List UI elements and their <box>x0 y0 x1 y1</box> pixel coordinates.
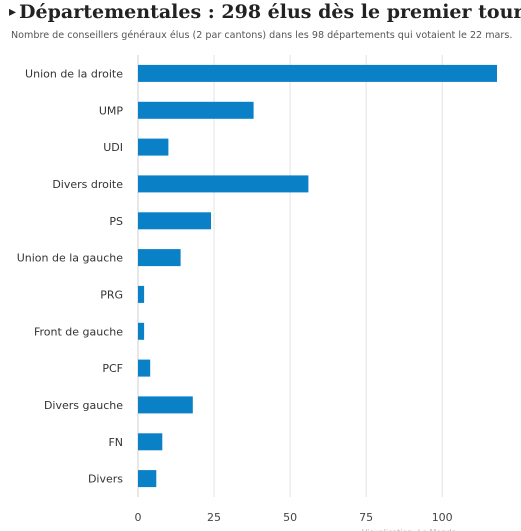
category-label: PS <box>109 215 123 228</box>
chart-title-text: Départementales : 298 élus dès le premie… <box>19 1 521 23</box>
category-label: UMP <box>99 104 124 117</box>
x-tick-label: 50 <box>283 511 297 524</box>
footer-credit: Visualisation: Le Monde <box>362 528 456 531</box>
category-label: Divers gauche <box>44 399 123 412</box>
category-label: PCF <box>102 362 123 375</box>
x-tick-label: 75 <box>359 511 373 524</box>
category-label: FN <box>108 436 123 449</box>
bar <box>138 175 309 193</box>
bar <box>138 433 163 451</box>
bar <box>138 101 254 119</box>
category-label: Divers <box>88 473 123 486</box>
bar <box>138 359 151 377</box>
bar <box>138 470 157 488</box>
bar <box>138 212 211 230</box>
category-label: PRG <box>100 288 123 301</box>
bar <box>138 285 145 303</box>
x-tick-label: 100 <box>432 511 453 524</box>
bar <box>138 396 193 414</box>
title-marker-icon: ▸ <box>9 4 17 20</box>
chart-title: ▸ Départementales : 298 élus dès le premi… <box>9 0 521 26</box>
bar <box>138 322 145 340</box>
category-label: UDI <box>103 141 123 154</box>
bar <box>138 249 181 267</box>
x-tick-label: 0 <box>135 511 142 524</box>
x-tick-label: 25 <box>207 511 221 524</box>
category-label: Divers droite <box>52 178 123 191</box>
bar <box>138 138 169 156</box>
category-label: Union de la droite <box>25 67 123 80</box>
category-label: Union de la gauche <box>17 252 124 265</box>
chart-subtitle: Nombre de conseillers généraux élus (2 p… <box>11 30 513 41</box>
bar <box>138 64 497 82</box>
category-label: Front de gauche <box>34 325 123 338</box>
